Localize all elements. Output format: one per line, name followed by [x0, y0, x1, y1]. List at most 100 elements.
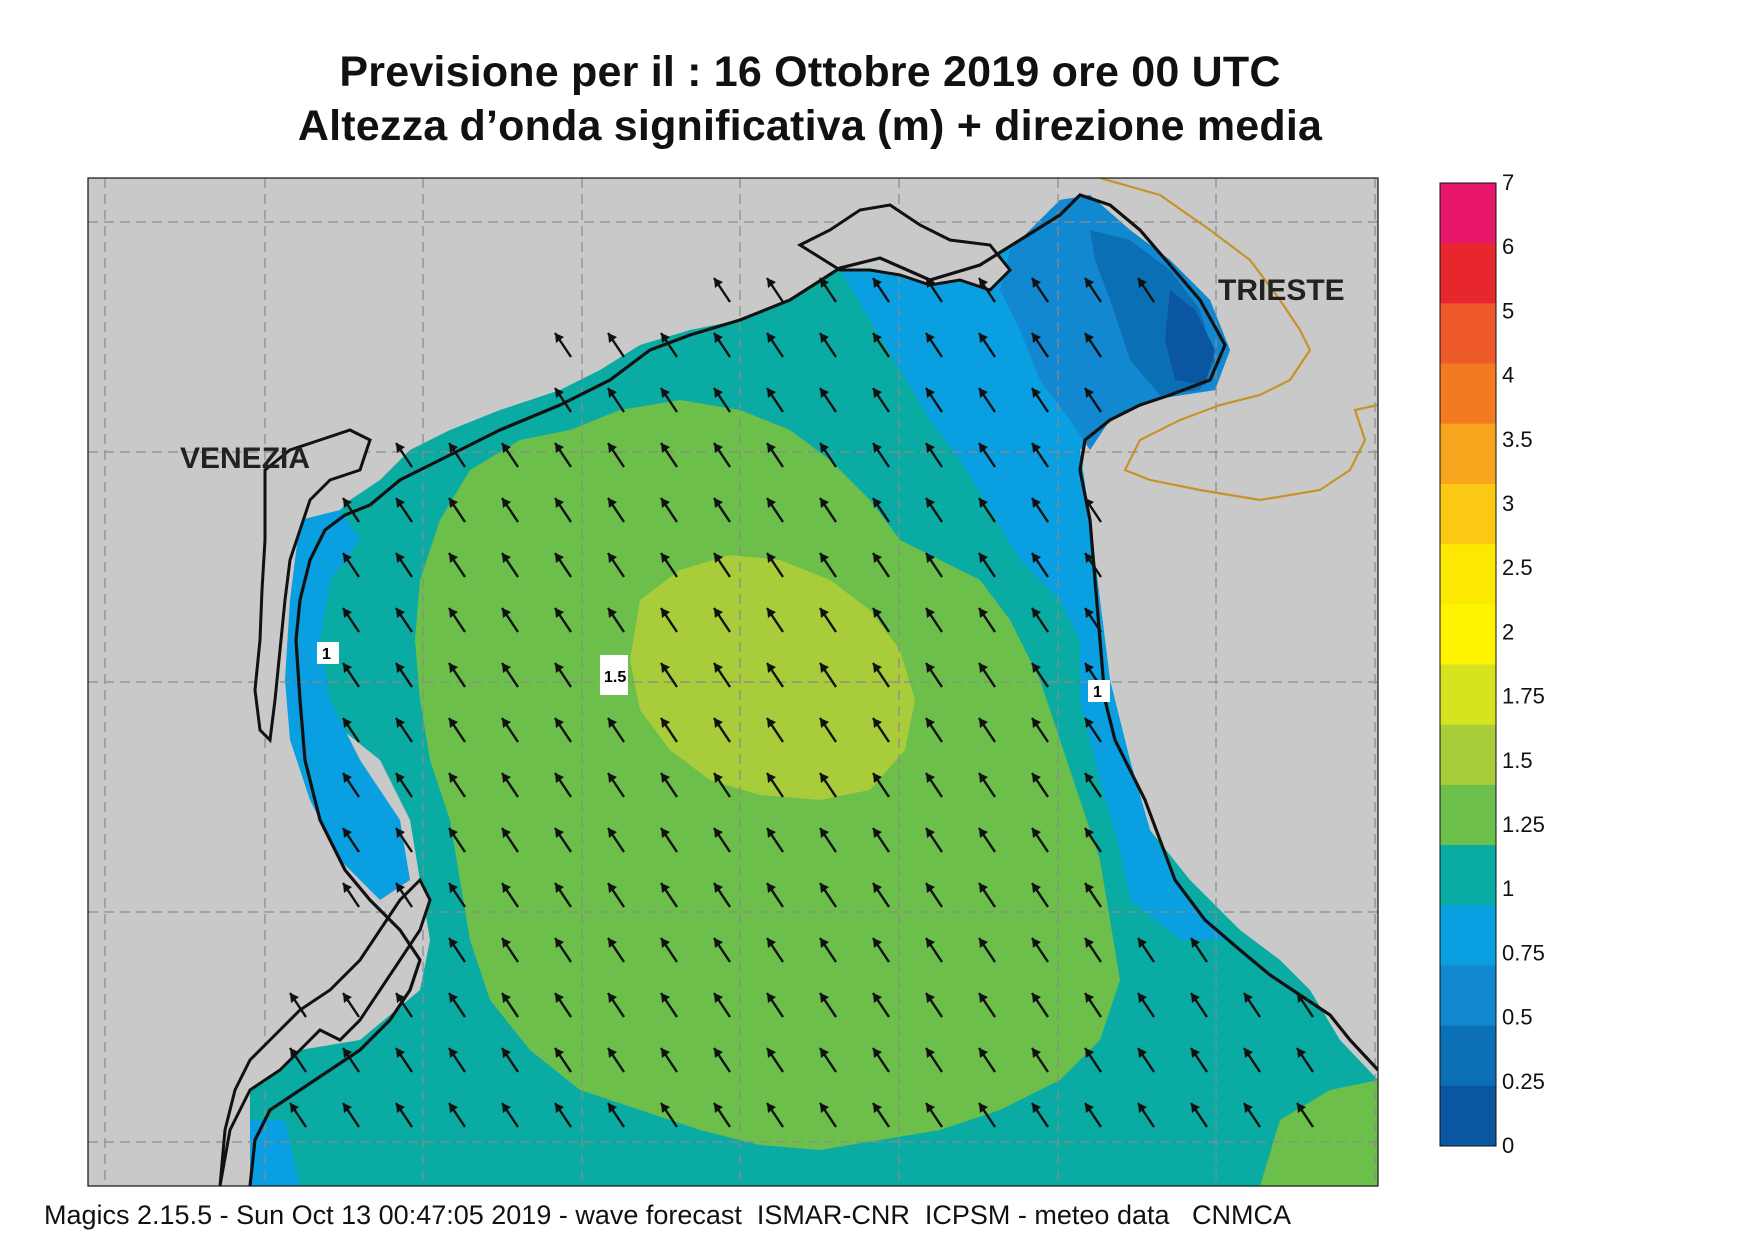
wave-arrow-head [820, 553, 829, 563]
wave-arrow-head [1085, 773, 1094, 783]
map-frame [87, 177, 1379, 1187]
wave-arrow-head [1138, 938, 1147, 948]
title-line-1: Previsione per il : 16 Ottobre 2019 ore … [339, 48, 1281, 96]
contour-label-1.5: 1.5 [600, 655, 628, 695]
wave-arrow-head [555, 388, 564, 398]
wave-arrow-head [714, 1048, 723, 1058]
wave-arrow-head [502, 1103, 511, 1113]
wave-arrow-head [555, 333, 564, 343]
wave-arrow-head [396, 1103, 405, 1113]
colorbar-label: 4 [1502, 363, 1514, 388]
wave-arrow-head [714, 388, 723, 398]
wave-arrow-head [714, 278, 723, 288]
wave-arrow-head [1138, 1103, 1147, 1113]
wave-arrow-head [1032, 828, 1041, 838]
po-delta-land [218, 877, 432, 1186]
wave-arrow-head [449, 443, 458, 453]
wave-arrow-head [979, 443, 988, 453]
wave-arrow-head [820, 773, 829, 783]
wave-arrow-head [555, 718, 564, 728]
colorbar-swatch [1440, 784, 1496, 846]
wave-arrow-head [1244, 1103, 1253, 1113]
wave-arrow-head [767, 828, 776, 838]
wave-arrow-head [555, 1103, 564, 1113]
wave-arrow-head [661, 663, 670, 673]
wave-arrow-head [1085, 993, 1094, 1003]
grado-land [796, 203, 1013, 292]
wave-arrow-head [502, 773, 511, 783]
wave-arrow-head [1032, 553, 1041, 563]
wave-arrow-head [1085, 608, 1094, 618]
wave-arrow-head [1032, 1103, 1041, 1113]
wave-arrow-head [343, 1048, 352, 1058]
colorbar-label: 6 [1502, 234, 1514, 259]
wave-arrow-head [449, 498, 458, 508]
wave-arrow-head [873, 773, 882, 783]
colorbar-label: 0.75 [1502, 940, 1545, 965]
wave-arrow-head [714, 333, 723, 343]
wave-arrow-head [449, 938, 458, 948]
wave-arrow-head [820, 718, 829, 728]
wave-arrow-head [873, 333, 882, 343]
colorbar-frame [1439, 182, 1497, 1147]
wave-arrow-head [926, 663, 935, 673]
sea-band-0-0.25 [1165, 290, 1215, 385]
wave-arrow-head [396, 498, 405, 508]
wave-arrow-head [449, 608, 458, 618]
wave-arrow-head [767, 553, 776, 563]
wave-arrow-head [1032, 443, 1041, 453]
wave-arrow-head [873, 938, 882, 948]
wave-arrow-head [767, 608, 776, 618]
colorbar-swatch [1440, 544, 1496, 605]
wave-arrow-head [396, 608, 405, 618]
svg-text:1: 1 [322, 646, 331, 663]
wave-arrow-head [555, 883, 564, 893]
wave-arrow-head [661, 938, 670, 948]
wave-arrow-head [343, 663, 352, 673]
wave-arrow-head [290, 993, 299, 1003]
wave-arrow-head [661, 828, 670, 838]
wave-arrow-head [926, 883, 935, 893]
wave-arrow-head [1138, 278, 1147, 288]
wave-arrow-head [767, 278, 776, 288]
colorbar-swatch [1440, 243, 1496, 304]
wave-arrow-head [608, 718, 617, 728]
colorbar: 7 6 5 4 3.5 3 2.5 2 1.75 1.5 1.25 1 0.75 0.5 0.25 0 [1439, 170, 1545, 1158]
wave-arrow-head [1244, 993, 1253, 1003]
wave-arrow-head [555, 553, 564, 563]
wave-arrow-head [767, 718, 776, 728]
wave-arrow-head [1032, 608, 1041, 618]
wave-arrow-head [926, 333, 935, 343]
wave-arrow-head [502, 883, 511, 893]
wave-arrow-head [661, 718, 670, 728]
wave-arrow-head [1085, 553, 1094, 563]
contour-label-1-east: 1 [1088, 680, 1110, 702]
wave-arrow-head [979, 938, 988, 948]
wave-arrow-head [979, 608, 988, 618]
footer-credits: Magics 2.15.5 - Sun Oct 13 00:47:05 2019… [44, 1200, 1291, 1230]
colorbar-swatch [1440, 724, 1496, 786]
wave-arrow-head [661, 993, 670, 1003]
wave-arrow-head [343, 608, 352, 618]
wave-arrow-head [608, 993, 617, 1003]
wave-arrow-head [714, 883, 723, 893]
wave-arrow-head [820, 443, 829, 453]
wave-arrow-head [1138, 1048, 1147, 1058]
wave-arrow-head [1032, 773, 1041, 783]
wave-arrow-head [343, 498, 352, 508]
wave-arrow-head [979, 498, 988, 508]
wave-arrow-head [820, 608, 829, 618]
wave-arrow-head [396, 993, 405, 1003]
wave-arrow-head [979, 1103, 988, 1113]
venezia-lagoon-land [253, 428, 372, 744]
wave-arrow-head [343, 773, 352, 783]
wave-arrow-head [979, 883, 988, 893]
wave-arrow-head [1085, 828, 1094, 838]
wave-arrow-head [555, 938, 564, 948]
wave-arrow-head [1244, 1048, 1253, 1058]
wave-arrow-head [873, 1048, 882, 1058]
wave-arrow-head [661, 1048, 670, 1058]
wave-arrow-head [661, 608, 670, 618]
place-label-venezia: VENEZIA [180, 442, 310, 475]
wave-arrow-head [714, 938, 723, 948]
